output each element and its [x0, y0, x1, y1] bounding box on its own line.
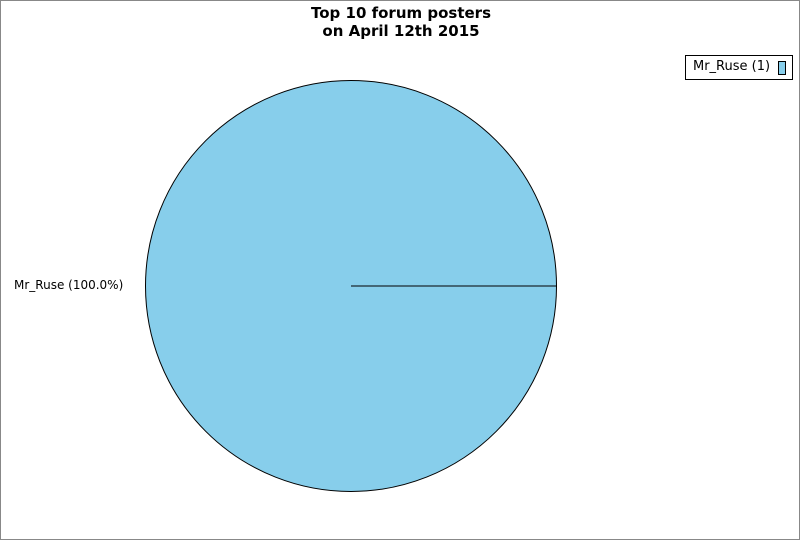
chart-title-line-2: on April 12th 2015: [322, 22, 480, 40]
chart-title: Top 10 forum posters on April 12th 2015: [1, 4, 799, 40]
slice-label-mr-ruse: Mr_Ruse (100.0%): [14, 278, 124, 292]
legend-label-mr-ruse: Mr_Ruse (1): [693, 59, 771, 74]
legend: Mr_Ruse (1): [685, 55, 793, 80]
chart-title-line-1: Top 10 forum posters: [311, 4, 491, 22]
legend-swatch-mr-ruse: [778, 61, 786, 75]
